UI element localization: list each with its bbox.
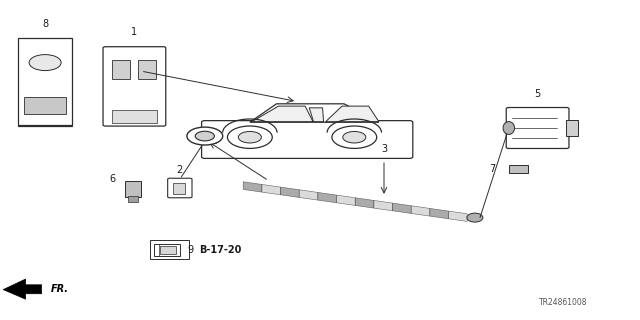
Bar: [566, 120, 578, 136]
Polygon shape: [430, 208, 449, 219]
Text: B-17-20: B-17-20: [200, 244, 242, 255]
Text: 1: 1: [131, 27, 138, 37]
Polygon shape: [250, 104, 379, 122]
Polygon shape: [309, 108, 324, 122]
Polygon shape: [337, 195, 355, 205]
Circle shape: [195, 131, 214, 141]
Polygon shape: [243, 182, 262, 192]
Bar: [112, 60, 130, 79]
Text: 9: 9: [188, 245, 194, 255]
Polygon shape: [3, 279, 42, 299]
Polygon shape: [449, 211, 467, 221]
Polygon shape: [326, 106, 379, 122]
Text: FR.: FR.: [51, 284, 69, 294]
Text: 3: 3: [381, 144, 387, 154]
Bar: [125, 181, 141, 197]
Bar: [160, 246, 176, 254]
Text: 7: 7: [490, 164, 496, 174]
Polygon shape: [280, 187, 300, 197]
Circle shape: [29, 55, 61, 71]
Circle shape: [187, 127, 223, 145]
Bar: [509, 165, 528, 173]
Text: 2: 2: [177, 164, 183, 175]
Circle shape: [343, 132, 366, 143]
Text: 5: 5: [534, 89, 541, 100]
FancyBboxPatch shape: [506, 108, 569, 148]
Polygon shape: [252, 106, 313, 122]
Circle shape: [332, 126, 377, 148]
Bar: [173, 183, 185, 194]
Bar: [154, 244, 180, 256]
Text: 6: 6: [109, 174, 115, 184]
Text: 8: 8: [42, 19, 48, 29]
Polygon shape: [412, 206, 430, 216]
Ellipse shape: [503, 122, 515, 134]
Bar: [24, 97, 66, 115]
FancyBboxPatch shape: [103, 47, 166, 126]
Polygon shape: [392, 203, 412, 213]
Bar: [138, 60, 156, 79]
Bar: [150, 240, 189, 259]
Polygon shape: [300, 190, 318, 200]
Circle shape: [238, 132, 261, 143]
Polygon shape: [355, 198, 374, 208]
Polygon shape: [262, 184, 280, 195]
Circle shape: [227, 126, 272, 148]
FancyBboxPatch shape: [168, 178, 192, 198]
Ellipse shape: [467, 213, 483, 222]
Bar: [112, 110, 157, 123]
Polygon shape: [374, 200, 392, 211]
Bar: [128, 196, 138, 202]
Text: TR24861008: TR24861008: [539, 298, 588, 307]
FancyBboxPatch shape: [202, 121, 413, 158]
Polygon shape: [318, 192, 337, 203]
Bar: [18, 38, 72, 125]
